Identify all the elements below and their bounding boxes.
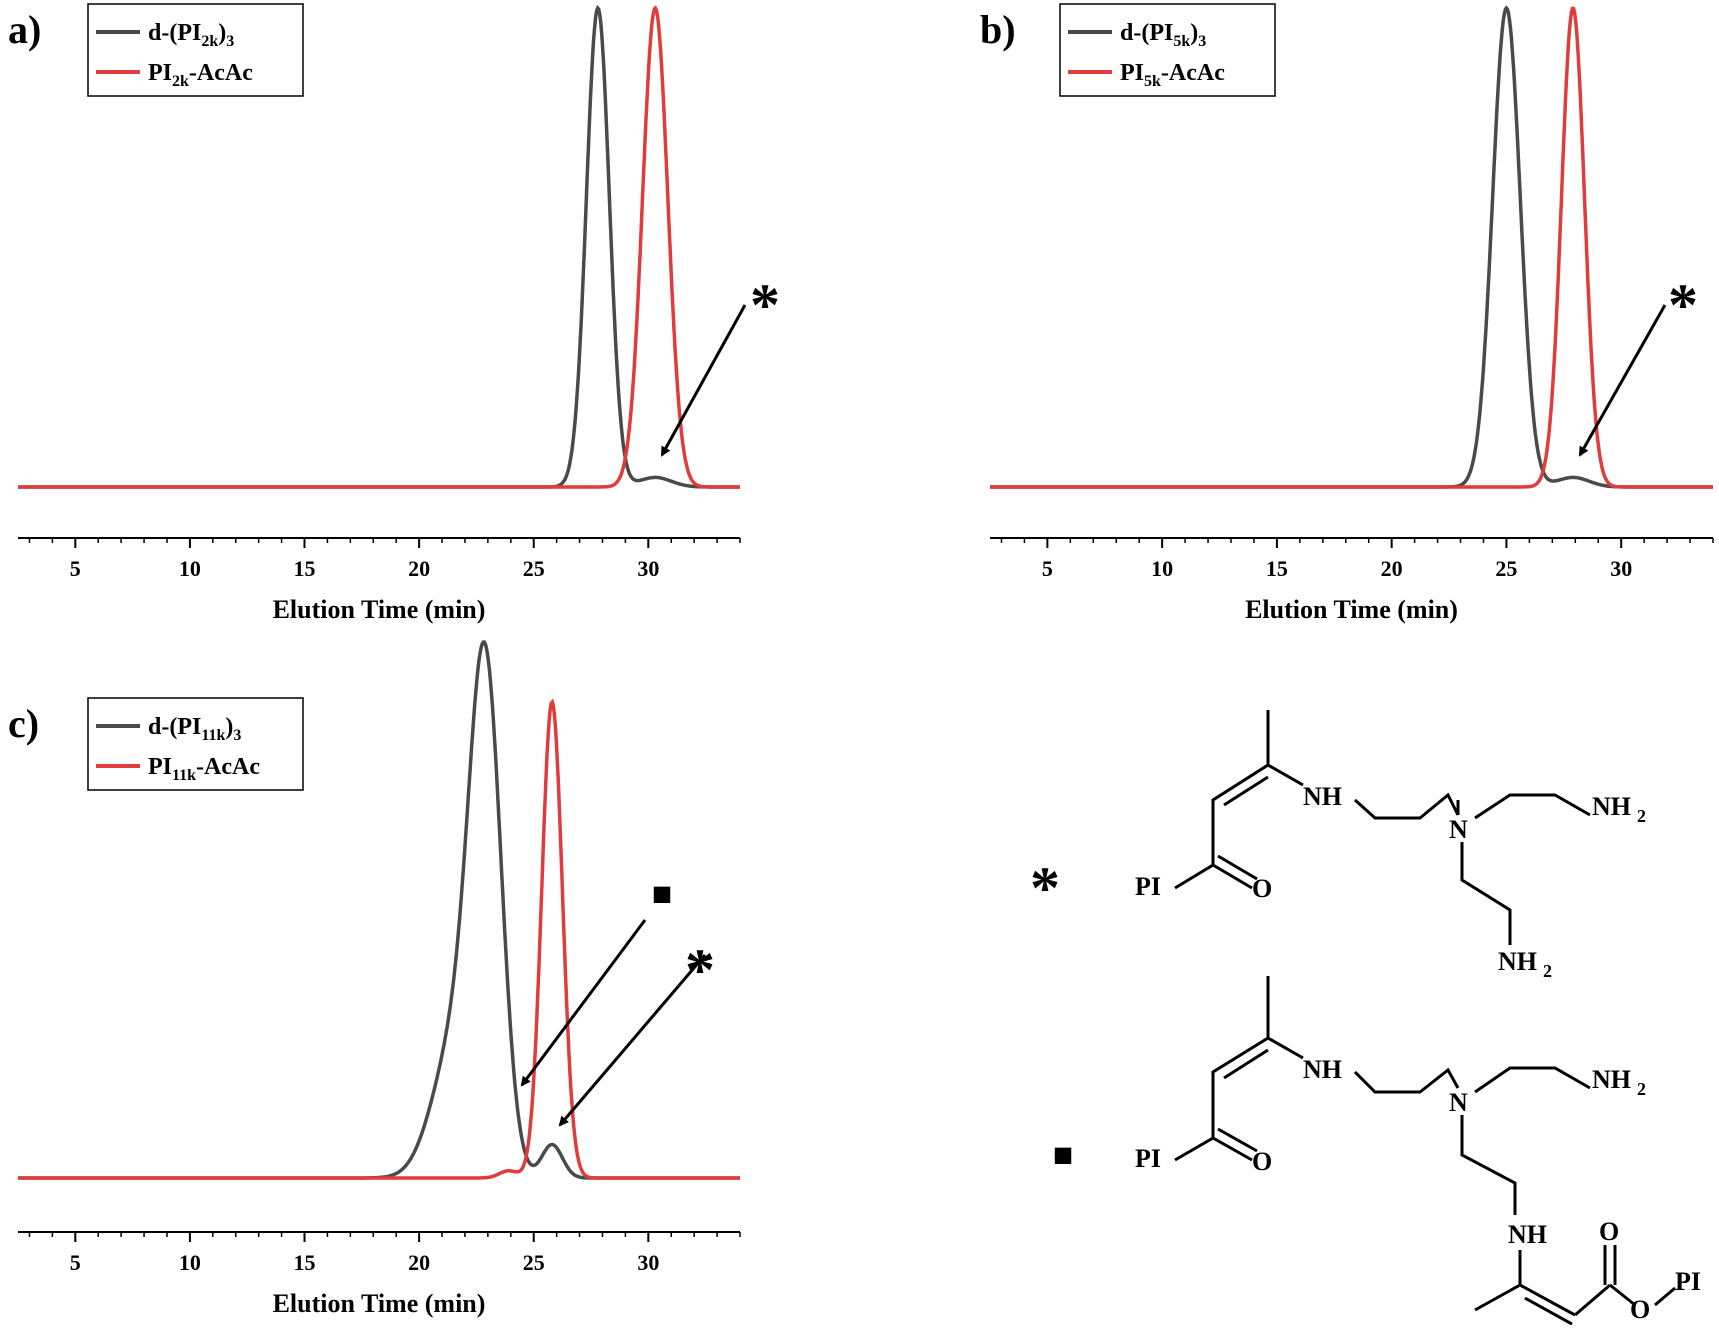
x-tick-label: 20 [408, 556, 430, 581]
structure-bond [1353, 1067, 1460, 1094]
structure-bond [1223, 775, 1269, 807]
chart-panel-c: 5 10 15 20 25 30 Elution Time (min) c) d-(PI11k)… [8, 640, 741, 1318]
structure-label-nh2-a-sub: 2 [1637, 806, 1646, 826]
x-axis-title: Elution Time (min) [273, 1289, 486, 1318]
legend-label-0: d-(PI5k)3 [1120, 20, 1206, 50]
structure-label-o: O [1252, 874, 1272, 903]
structure-label-n: N [1449, 815, 1468, 844]
structure-bond [1212, 1136, 1253, 1162]
x-tick-label: 5 [70, 556, 81, 581]
structure-label-nh2-b: NH [1498, 947, 1537, 976]
structure-label-o: O [1252, 1147, 1272, 1176]
structure-bond [1460, 842, 1512, 945]
x-axis-title: Elution Time (min) [1245, 595, 1458, 624]
x-tick-label: 15 [294, 556, 316, 581]
structure-label-nh2-a: NH [1592, 792, 1631, 821]
structure-bond [1174, 710, 1270, 890]
panel-label: c) [8, 701, 39, 746]
structure-bond [1474, 1066, 1591, 1094]
x-tick-label: 25 [523, 1250, 545, 1275]
x-tick-label: 5 [1042, 556, 1053, 581]
structure-bond [1609, 1283, 1636, 1307]
structure-bond [1474, 1250, 1522, 1312]
series-line-1 [990, 6, 1713, 489]
x-tick-label: 25 [523, 556, 545, 581]
annotation-marker-0: * [750, 272, 780, 338]
structure-label-pi: PI [1135, 1144, 1161, 1173]
legend-box [87, 697, 304, 791]
structure-label-pi: PI [1135, 872, 1161, 901]
structure-label-pi-end: PI [1675, 1267, 1701, 1296]
structure-bond [1217, 854, 1258, 881]
chart-panel-a: 5 10 15 20 25 30 Elution Time (min) a) d-(PI2k)3… [8, 3, 780, 624]
structure-bond [1524, 1296, 1573, 1326]
legend-box [87, 3, 304, 97]
series-line-1 [18, 698, 740, 1180]
structure-bond [1519, 1283, 1576, 1317]
x-tick-label: 25 [1495, 556, 1517, 581]
chemical-structures: * PI O NH N NH 2 NH 2 ■ PI O [1030, 710, 1701, 1326]
annotation-arrow-1 [558, 954, 707, 1127]
legend-label-0: d-(PI11k)3 [148, 714, 241, 744]
legend-label-1: PI11k-AcAc [148, 754, 260, 784]
structure-label-o-top: O [1599, 1217, 1619, 1246]
structure-bond [1654, 1286, 1676, 1307]
annotation-marker-0: * [1668, 272, 1698, 338]
x-tick-label: 15 [294, 1250, 316, 1275]
structure-bond [1174, 976, 1270, 1162]
annotation-arrow-0 [660, 304, 747, 457]
structure-bond [1474, 793, 1591, 820]
structure-label-nh2-sub: 2 [1637, 1079, 1646, 1099]
annotation-arrow-0 [1578, 304, 1667, 457]
x-tick-label: 30 [1610, 556, 1632, 581]
x-tick-label: 10 [1151, 556, 1173, 581]
annotation-marker-0: ■ [652, 876, 673, 913]
structure-bond [1267, 1036, 1304, 1060]
structure-label-nh-lower: NH [1508, 1220, 1547, 1249]
structure-label-n: N [1449, 1088, 1468, 1117]
structure-label-o-ester: O [1630, 1295, 1650, 1324]
x-tick-label: 30 [637, 556, 659, 581]
legend-label-0: d-(PI2k)3 [148, 20, 234, 50]
x-tick-label: 30 [637, 1250, 659, 1275]
structure-bond [1223, 1048, 1269, 1080]
chart-panel-b: 5 10 15 20 25 30 Elution Time (min) b) d-(PI5k)3… [980, 3, 1714, 624]
series-line-1 [18, 5, 740, 489]
structure-label-nh2: NH [1592, 1065, 1631, 1094]
structure-marker-square: ■ [1053, 1137, 1074, 1174]
structure-marker-star: * [1030, 855, 1060, 921]
structure-bond [1212, 863, 1253, 890]
legend-label-1: PI2k-AcAc [148, 60, 253, 90]
structure-bond [1267, 763, 1304, 787]
structure-bond [1353, 792, 1460, 820]
structure-square-compound: ■ PI O NH N NH 2 NH O O PI [1053, 976, 1701, 1326]
panel-label: a) [8, 7, 41, 52]
x-tick-label: 10 [179, 1250, 201, 1275]
legend-box [1059, 3, 1276, 97]
panel-label: b) [980, 7, 1016, 52]
x-tick-label: 20 [1381, 556, 1403, 581]
annotation-marker-1: * [685, 937, 715, 1003]
structure-label-nh: NH [1303, 1055, 1342, 1084]
structure-label-nh: NH [1303, 782, 1342, 811]
x-tick-label: 10 [179, 556, 201, 581]
structure-bond [1217, 1127, 1258, 1153]
structure-label-nh2-b-sub: 2 [1543, 961, 1552, 981]
x-tick-label: 15 [1266, 556, 1288, 581]
x-tick-label: 5 [70, 1250, 81, 1275]
legend-label-1: PI5k-AcAc [1120, 60, 1225, 90]
x-tick-label: 20 [408, 1250, 430, 1275]
structure-bond [1460, 1115, 1517, 1215]
structure-bond [1574, 1283, 1611, 1317]
annotation-arrow-0 [520, 919, 647, 1087]
structure-star-compound: * PI O NH N NH 2 NH 2 [1030, 710, 1646, 981]
x-axis-title: Elution Time (min) [273, 595, 486, 624]
